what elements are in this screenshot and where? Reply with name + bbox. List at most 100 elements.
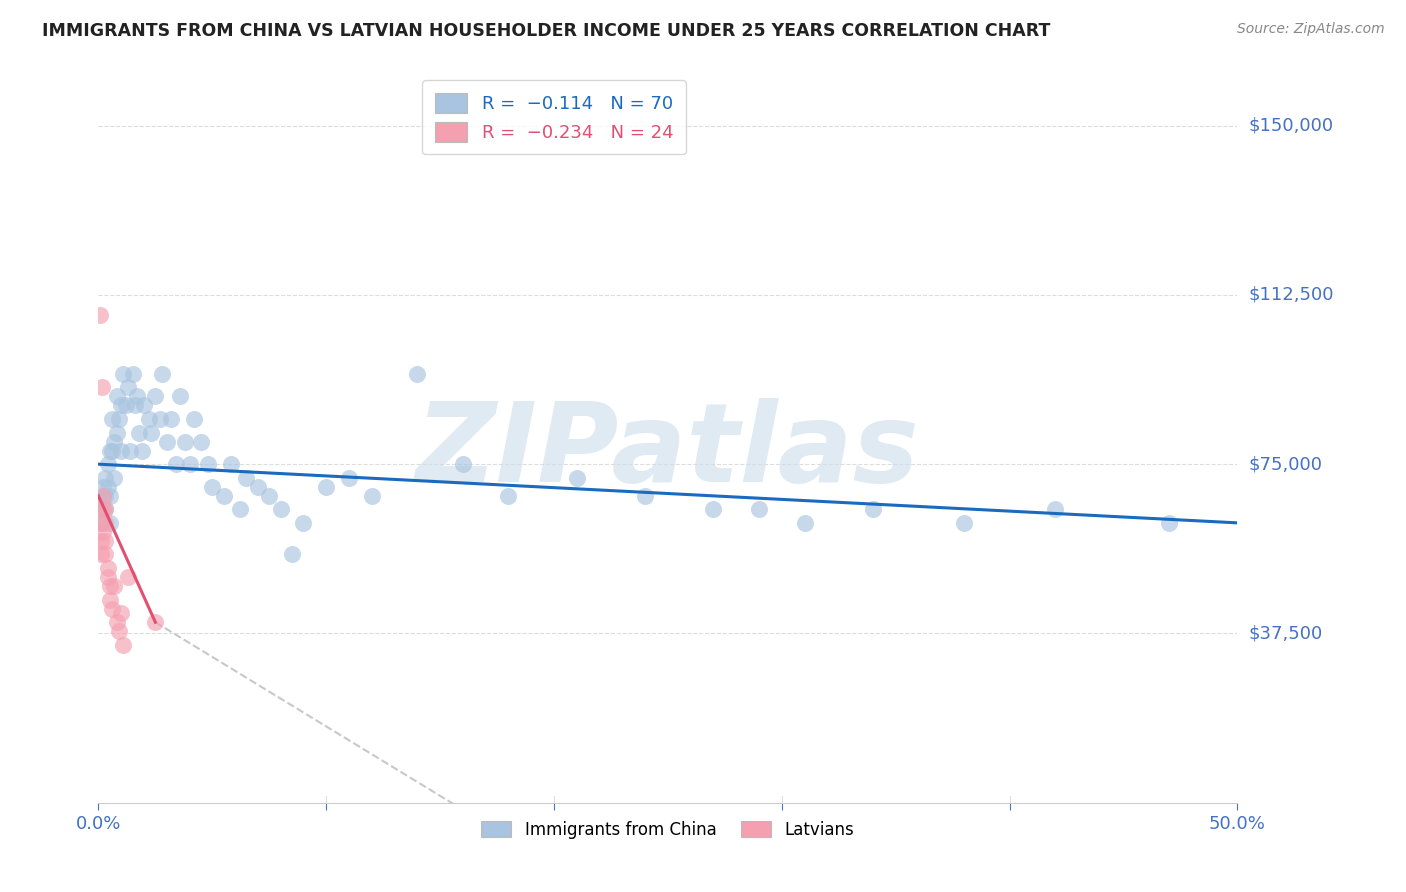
Point: [793, 516, 815, 530]
Point: [98, 516, 121, 530]
Point: [96, 480, 118, 494]
Point: [120, 443, 142, 458]
Point: [156, 434, 179, 449]
Text: ZIPatlas: ZIPatlas: [416, 398, 920, 505]
Point: [94, 533, 117, 548]
Point: [90, 516, 112, 530]
Point: [201, 480, 224, 494]
Point: [98, 579, 121, 593]
Point: [219, 457, 242, 471]
Text: $75,000: $75,000: [1249, 455, 1323, 473]
Point: [94, 502, 117, 516]
Point: [110, 399, 132, 413]
Point: [1043, 502, 1066, 516]
Point: [1157, 516, 1180, 530]
Point: [124, 399, 146, 413]
Point: [103, 471, 125, 485]
Point: [128, 425, 150, 440]
Point: [183, 412, 205, 426]
Point: [259, 489, 281, 503]
Point: [94, 471, 117, 485]
Point: [228, 502, 250, 516]
Point: [91, 524, 114, 539]
Point: [150, 367, 173, 381]
Point: [702, 502, 724, 516]
Point: [90, 380, 112, 394]
Text: $37,500: $37,500: [1249, 624, 1323, 642]
Point: [149, 412, 172, 426]
Point: [131, 443, 153, 458]
Point: [91, 489, 114, 503]
Point: [179, 457, 201, 471]
Point: [498, 489, 520, 503]
Point: [94, 489, 117, 503]
Point: [98, 592, 121, 607]
Point: [315, 480, 337, 494]
Point: [96, 570, 118, 584]
Point: [165, 457, 187, 471]
Point: [634, 489, 657, 503]
Point: [94, 502, 117, 516]
Point: [103, 434, 125, 449]
Point: [90, 533, 112, 548]
Point: [89, 308, 111, 322]
Point: [101, 601, 124, 615]
Text: $150,000: $150,000: [1249, 117, 1333, 135]
Point: [212, 489, 235, 503]
Point: [96, 457, 118, 471]
Point: [406, 367, 429, 381]
Point: [337, 471, 360, 485]
Point: [281, 548, 304, 562]
Point: [108, 624, 131, 639]
Point: [292, 516, 315, 530]
Point: [108, 412, 131, 426]
Point: [105, 425, 128, 440]
Point: [110, 443, 132, 458]
Point: [112, 367, 135, 381]
Point: [169, 389, 191, 403]
Point: [94, 516, 117, 530]
Point: [145, 389, 167, 403]
Point: [451, 457, 474, 471]
Point: [953, 516, 976, 530]
Text: IMMIGRANTS FROM CHINA VS LATVIAN HOUSEHOLDER INCOME UNDER 25 YEARS CORRELATION C: IMMIGRANTS FROM CHINA VS LATVIAN HOUSEHO…: [42, 22, 1050, 40]
Point: [94, 548, 117, 562]
Point: [112, 638, 135, 652]
Point: [139, 425, 162, 440]
Point: [565, 471, 588, 485]
Point: [105, 615, 128, 630]
Legend: Immigrants from China, Latvians: Immigrants from China, Latvians: [475, 814, 860, 846]
Point: [91, 489, 114, 503]
Text: Source: ZipAtlas.com: Source: ZipAtlas.com: [1237, 22, 1385, 37]
Point: [110, 606, 132, 620]
Point: [117, 380, 139, 394]
Point: [235, 471, 257, 485]
Point: [90, 548, 112, 562]
Point: [98, 489, 121, 503]
Point: [138, 412, 160, 426]
Point: [96, 561, 118, 575]
Point: [121, 367, 143, 381]
Point: [101, 443, 124, 458]
Point: [132, 399, 155, 413]
Point: [105, 389, 128, 403]
Point: [270, 502, 292, 516]
Point: [114, 399, 136, 413]
Point: [90, 516, 112, 530]
Point: [127, 389, 149, 403]
Point: [360, 489, 382, 503]
Point: [117, 570, 139, 584]
Point: [160, 412, 183, 426]
Point: [101, 412, 124, 426]
Point: [103, 579, 125, 593]
Point: [98, 443, 121, 458]
Point: [190, 434, 212, 449]
Point: [145, 615, 167, 630]
Point: [174, 434, 197, 449]
Point: [246, 480, 269, 494]
Point: [862, 502, 884, 516]
Point: [91, 480, 114, 494]
Text: $112,500: $112,500: [1249, 285, 1334, 304]
Point: [197, 457, 219, 471]
Point: [90, 502, 112, 516]
